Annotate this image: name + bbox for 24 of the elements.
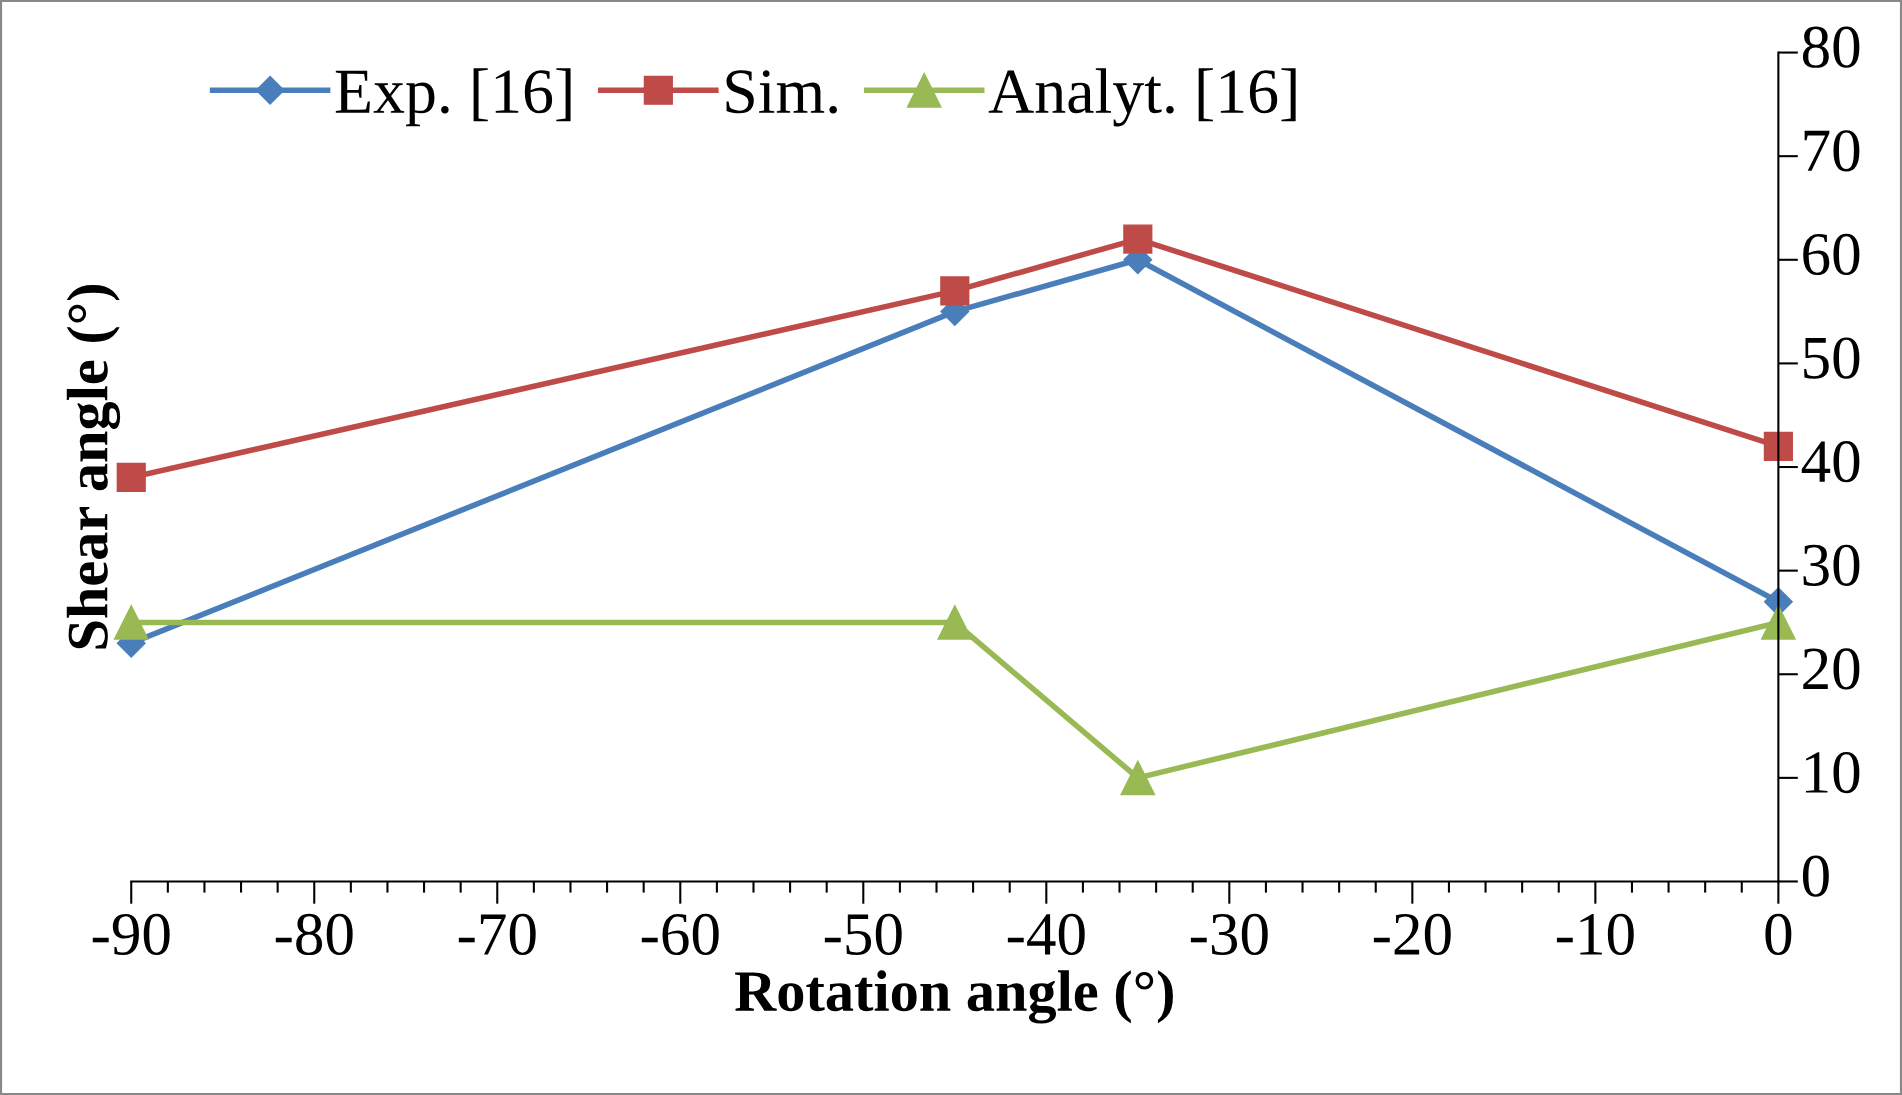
x-tick-label: -30 — [1190, 913, 1268, 956]
y-tick-label: 60 — [1803, 233, 1860, 276]
x-tick-label: -50 — [824, 913, 902, 956]
y-axis-title: Shear angle (°) — [66, 285, 121, 649]
x-tick-label: -70 — [458, 913, 536, 956]
legend-label: Sim. — [726, 70, 837, 114]
y-tick-label: 10 — [1805, 751, 1860, 794]
x-tick-label: -10 — [1556, 913, 1634, 956]
x-tick-label: -60 — [641, 913, 719, 956]
x-tick-label: -80 — [275, 913, 353, 956]
y-tick-label: 0 — [1802, 855, 1829, 897]
x-tick-label: 0 — [1765, 913, 1792, 956]
y-tick-label: 40 — [1801, 441, 1860, 483]
x-axis-title: Rotation angle (°) — [735, 970, 1173, 1024]
y-tick-label: 70 — [1804, 130, 1860, 172]
y-tick-label: 20 — [1803, 648, 1860, 690]
y-tick-label: 30 — [1803, 544, 1860, 586]
y-tick-label: 50 — [1804, 337, 1860, 379]
legend-label: Analyt. [16] — [988, 68, 1296, 127]
x-tick-label: -90 — [92, 913, 170, 956]
x-tick-label: -20 — [1373, 913, 1451, 956]
x-tick-label: -40 — [1007, 913, 1085, 956]
legend-label: Exp. [16] — [335, 68, 571, 127]
y-tick-label: 80 — [1802, 26, 1860, 68]
